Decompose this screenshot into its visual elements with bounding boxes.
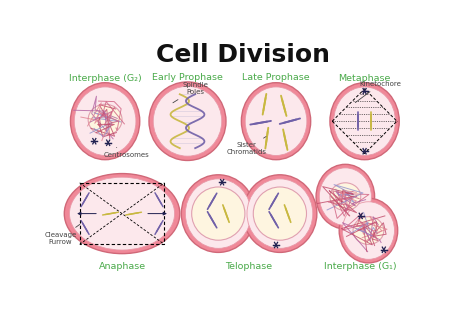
Text: Interphase (G₂): Interphase (G₂) (69, 74, 141, 83)
Ellipse shape (339, 198, 398, 263)
Text: Kinetochore: Kinetochore (356, 81, 401, 103)
Text: Centrosomes: Centrosomes (104, 147, 149, 158)
Text: Telophase: Telophase (226, 262, 273, 271)
Ellipse shape (334, 87, 395, 155)
Ellipse shape (243, 175, 317, 252)
Ellipse shape (253, 187, 307, 240)
Ellipse shape (71, 83, 140, 160)
Ellipse shape (74, 87, 136, 155)
Ellipse shape (185, 179, 251, 248)
Text: Cell Division: Cell Division (156, 43, 330, 67)
Ellipse shape (330, 83, 399, 160)
Ellipse shape (182, 175, 255, 252)
Ellipse shape (191, 187, 245, 240)
Ellipse shape (149, 82, 226, 160)
Text: Late Prophase: Late Prophase (242, 73, 310, 82)
Ellipse shape (70, 177, 174, 250)
Text: Sister
Chromatids: Sister Chromatids (227, 137, 267, 155)
Ellipse shape (64, 174, 180, 254)
Ellipse shape (330, 183, 361, 210)
Ellipse shape (153, 86, 222, 156)
Ellipse shape (342, 202, 394, 259)
Text: Anaphase: Anaphase (99, 262, 146, 271)
Text: Early Prophase: Early Prophase (152, 73, 223, 82)
Text: Interphase (G₁): Interphase (G₁) (324, 262, 397, 271)
Text: Cleavage
Furrow: Cleavage Furrow (44, 224, 80, 245)
Ellipse shape (319, 168, 371, 225)
Ellipse shape (247, 179, 313, 248)
Text: Spindle
Poles: Spindle Poles (173, 82, 208, 103)
Text: Metaphase: Metaphase (338, 74, 391, 83)
Ellipse shape (316, 164, 374, 229)
Ellipse shape (245, 87, 307, 155)
Ellipse shape (353, 217, 384, 244)
Ellipse shape (88, 104, 122, 135)
Ellipse shape (241, 83, 310, 160)
